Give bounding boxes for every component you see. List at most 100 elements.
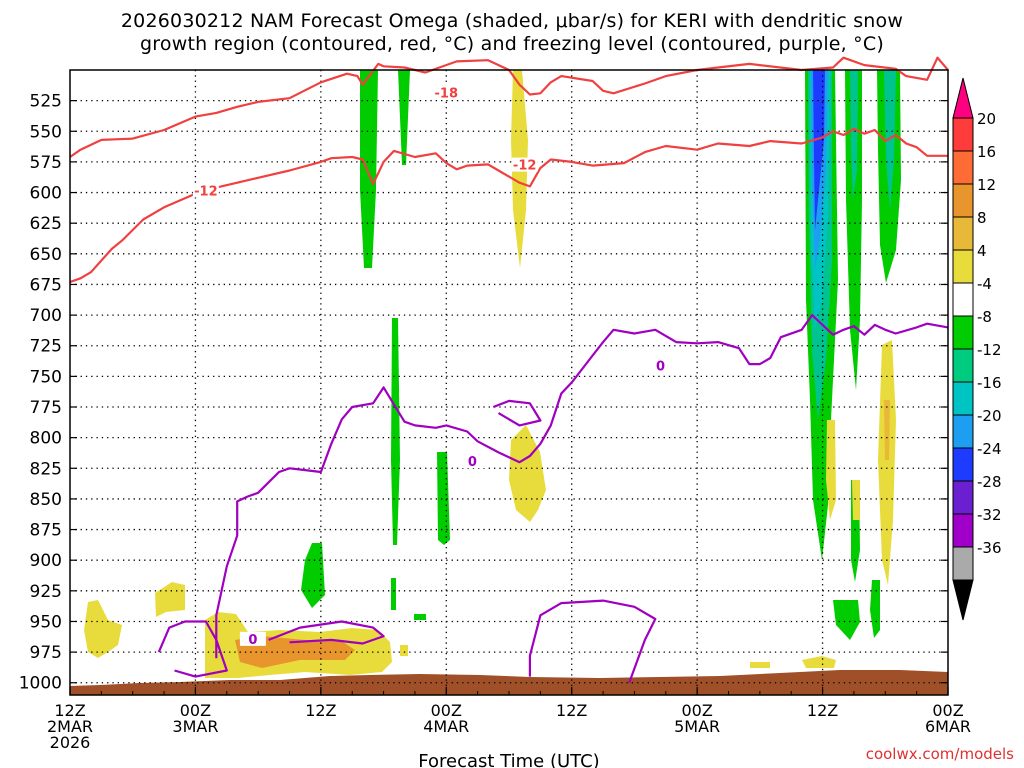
omega-region-yellow xyxy=(878,340,896,585)
y-tick-label: 600 xyxy=(30,184,62,204)
contour-label-bg xyxy=(433,85,460,100)
x-axis-title: Forecast Time (UTC) xyxy=(418,751,599,768)
y-tick-label: 875 xyxy=(30,521,62,541)
omega-region-green xyxy=(870,580,880,638)
contour-label: -12 xyxy=(513,159,537,174)
contour-label: 0 xyxy=(656,360,665,375)
y-tick-label: 750 xyxy=(30,367,62,387)
colorbar-label: -32 xyxy=(977,506,1002,524)
colorbar-label: 8 xyxy=(977,209,987,227)
colorbar-swatch xyxy=(952,348,974,383)
y-tick-label: 525 xyxy=(30,92,62,112)
omega-region-green xyxy=(360,70,378,268)
contour-line xyxy=(157,620,228,678)
contour-label-bg xyxy=(459,454,486,469)
omega-region-teal xyxy=(884,70,896,210)
x-tick-label: 4MAR xyxy=(423,717,469,736)
plot-grid xyxy=(70,70,948,695)
contour-line xyxy=(528,599,657,684)
y-tick-label: 900 xyxy=(30,551,62,571)
omega-region-green xyxy=(845,70,862,390)
site-credit: coolwx.com/models xyxy=(865,745,1014,763)
contour-label: 0 xyxy=(468,455,477,470)
y-tick-label: 775 xyxy=(30,398,62,418)
colorbar-swatch xyxy=(952,183,974,218)
contour-line xyxy=(268,620,385,645)
terrain-below-ground xyxy=(70,670,948,695)
y-tick-label: 800 xyxy=(30,429,62,449)
colorbar-label: -36 xyxy=(977,539,1002,557)
colorbar-swatch xyxy=(952,381,974,416)
y-tick-label: 575 xyxy=(30,153,62,173)
contour-label: -18 xyxy=(435,86,459,101)
y-tick-label: 550 xyxy=(30,122,62,142)
y-tick-label: 650 xyxy=(30,245,62,265)
colorbar-swatch xyxy=(952,216,974,251)
omega-region-teal xyxy=(850,70,858,200)
colorbar-arrow-bottom xyxy=(952,579,974,621)
x-tick-label: 2MAR xyxy=(47,717,93,736)
colorbar-label: 12 xyxy=(977,176,996,194)
omega-region-yellow xyxy=(400,645,408,656)
colorbar-label: 4 xyxy=(977,242,987,260)
omega-region-green xyxy=(391,578,396,610)
x-tick-label: 5MAR xyxy=(674,717,720,736)
contour-line xyxy=(69,127,948,284)
contour-label-bg xyxy=(239,631,266,646)
chart-title-line-1: 2026030212 NAM Forecast Omega (shaded, μ… xyxy=(120,10,904,32)
x-tick-label: 6MAR xyxy=(925,717,971,736)
contour-line xyxy=(215,314,949,659)
omega-region-yellow xyxy=(802,656,836,668)
omega-region-green xyxy=(398,70,410,165)
colorbar-swatch xyxy=(952,150,974,185)
omega-region-green xyxy=(301,543,325,608)
colorbar-label: -4 xyxy=(977,275,992,293)
y-tick-label: 625 xyxy=(30,214,62,234)
colorbar-swatch xyxy=(952,480,974,515)
omega-region-yellow xyxy=(852,480,860,520)
omega-region-orange xyxy=(884,400,890,460)
y-tick-label: 675 xyxy=(30,275,62,295)
colorbar-label: -20 xyxy=(977,407,1002,425)
x-tick-label: 12Z xyxy=(807,701,838,720)
omega-region-yellow xyxy=(155,582,185,617)
colorbar-arrow-top xyxy=(952,77,974,119)
omega-region-yellow xyxy=(750,662,770,668)
x-tick-label: 3MAR xyxy=(172,717,218,736)
y-tick-label: 925 xyxy=(30,582,62,602)
y-tick-label: 950 xyxy=(30,612,62,632)
colorbar-label: -12 xyxy=(977,341,1002,359)
y-tick-label: 700 xyxy=(30,306,62,326)
y-tick-label: 725 xyxy=(30,337,62,357)
y-axis-pressure: 525 550 575 600 625 650 675 700 725 750 775 800 825 8… xyxy=(19,92,948,694)
x-tick-label: 00Z xyxy=(180,701,211,720)
colorbar-swatch xyxy=(952,249,974,284)
contour-label-bg xyxy=(192,183,219,198)
colorbar-swatch xyxy=(952,117,974,152)
colorbar-swatch xyxy=(952,282,974,317)
contour-label: 0 xyxy=(248,633,257,648)
x-tick-label: 2026 xyxy=(50,733,91,752)
omega-region-green xyxy=(414,614,426,620)
contour-label-bg xyxy=(511,157,538,172)
colorbar-label: -8 xyxy=(977,308,992,326)
colorbar-label: -16 xyxy=(977,374,1002,392)
omega-region-green xyxy=(833,600,860,640)
colorbar-swatch xyxy=(952,414,974,449)
y-tick-label: 1000 xyxy=(19,674,62,694)
omega-colorbar: 20 16 12 8 4 -4 -8 -12 -16 -20 -24 -28 -32 -36 xyxy=(952,77,1002,621)
colorbar-label: -28 xyxy=(977,473,1002,491)
y-tick-label: 850 xyxy=(30,490,62,510)
omega-region-yellow xyxy=(509,425,546,522)
colorbar-label: 20 xyxy=(977,110,996,128)
x-tick-label: 00Z xyxy=(932,701,963,720)
contour-line xyxy=(492,399,542,427)
colorbar-swatch xyxy=(952,546,974,581)
contour-label: -12 xyxy=(194,184,218,199)
colorbar-swatch xyxy=(952,513,974,548)
chart-title-line-2: growth region (contoured, red, °C) and f… xyxy=(140,33,884,55)
colorbar-swatch xyxy=(952,447,974,482)
omega-shading xyxy=(70,70,948,695)
